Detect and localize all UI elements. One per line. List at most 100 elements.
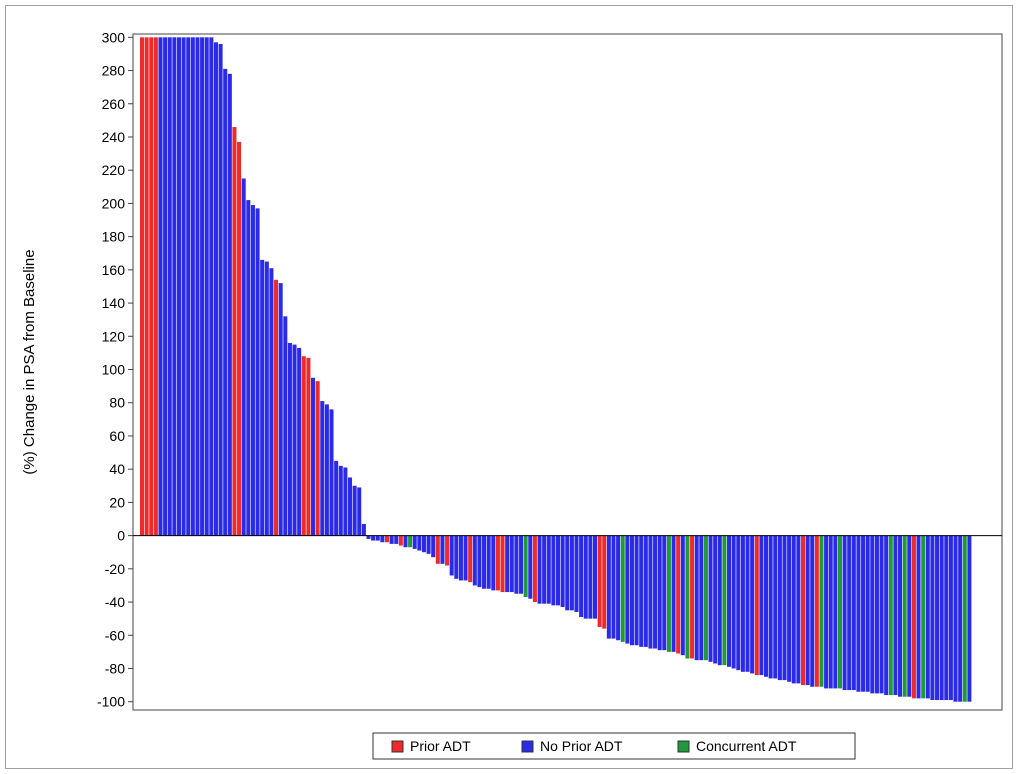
bar [837, 535, 842, 689]
bar [421, 535, 426, 553]
bar [551, 535, 556, 606]
bar [500, 535, 505, 593]
bar [634, 535, 639, 646]
bar [611, 535, 616, 639]
bar [800, 535, 805, 686]
bar [791, 535, 796, 684]
bar [648, 535, 653, 649]
bar [269, 268, 274, 536]
legend-label: No Prior ADT [540, 738, 623, 754]
y-tick-label: 180 [102, 229, 126, 245]
bar [190, 37, 195, 536]
bar [796, 535, 801, 684]
bar [958, 535, 963, 702]
y-tick-label: 0 [117, 528, 125, 544]
bar [491, 535, 496, 591]
bar [717, 535, 722, 666]
bar [727, 535, 732, 667]
y-tick-label: -80 [105, 660, 125, 676]
bar [144, 37, 149, 536]
bar [241, 178, 246, 536]
y-tick-label: 120 [102, 328, 126, 344]
bar [311, 377, 316, 536]
bar [458, 535, 463, 581]
bar [449, 535, 454, 576]
bar [176, 37, 181, 536]
bar [764, 535, 769, 677]
bar [380, 535, 385, 543]
bar [874, 535, 879, 694]
y-tick-label: 260 [102, 96, 126, 112]
bar [181, 37, 186, 536]
bars-group [140, 37, 972, 702]
bar [893, 535, 898, 696]
bar [884, 535, 889, 696]
bar [870, 535, 875, 694]
bar [750, 535, 755, 674]
bar [163, 37, 168, 536]
bar [523, 535, 528, 598]
bar [560, 535, 565, 608]
bar [740, 535, 745, 672]
bar [329, 409, 334, 536]
bar [278, 283, 283, 536]
bar [787, 535, 792, 682]
bar [204, 37, 209, 536]
bar [440, 535, 445, 564]
bar [389, 535, 394, 544]
bar [773, 535, 778, 679]
bar [666, 535, 671, 652]
bar [417, 535, 422, 551]
bar [482, 535, 487, 589]
bar [301, 356, 306, 536]
bar [805, 535, 810, 686]
bar [620, 535, 625, 642]
bar [583, 535, 588, 619]
bar [283, 316, 288, 536]
y-tick-label: 140 [102, 295, 126, 311]
bar [334, 460, 339, 536]
bar [694, 535, 699, 661]
bar [140, 37, 145, 536]
bar [828, 535, 833, 689]
legend-swatch [391, 740, 404, 753]
bar [902, 535, 907, 697]
bar [431, 535, 436, 558]
bar [944, 535, 949, 701]
y-axis: -100 -80 -60 -40 -20 0 20 40 60 80 100 120 140 160 180… [97, 29, 133, 710]
bar [935, 535, 940, 701]
legend-swatch [677, 740, 690, 753]
bar [690, 535, 695, 659]
bar [158, 37, 163, 536]
bar [967, 535, 972, 702]
bar [930, 535, 935, 701]
bar [676, 535, 681, 654]
y-tick-label: -60 [105, 627, 125, 643]
bar [292, 344, 297, 536]
bar [237, 141, 242, 536]
bar [680, 535, 685, 656]
bar [375, 535, 380, 541]
bar [324, 404, 329, 536]
bar [463, 535, 468, 581]
bar [953, 535, 958, 702]
bar [186, 37, 191, 536]
bar [888, 535, 893, 696]
bar [264, 261, 269, 536]
legend: Prior ADT No Prior ADT Concurrent ADT [372, 732, 856, 760]
bar [556, 535, 561, 606]
y-tick-label: 200 [102, 195, 126, 211]
y-tick-label: 160 [102, 262, 126, 278]
y-tick-label: 60 [109, 428, 125, 444]
bar [861, 535, 866, 692]
bar [819, 535, 824, 687]
bar [412, 535, 417, 549]
bar [149, 37, 154, 536]
bar [713, 535, 718, 664]
bar [366, 535, 371, 539]
y-tick-label: 40 [109, 461, 125, 477]
bar [403, 535, 408, 548]
bar [495, 535, 500, 591]
bar [454, 535, 459, 579]
bar [842, 535, 847, 691]
